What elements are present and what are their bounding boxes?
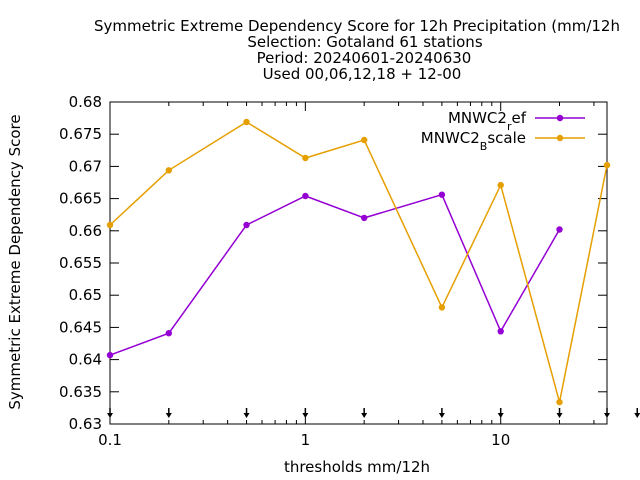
title-line-1: Symmetric Extreme Dependency Score for 1…: [94, 17, 620, 35]
y-tick-label: 0.645: [59, 318, 102, 336]
series-2-point: [361, 136, 368, 144]
series-1-point: [302, 192, 309, 200]
x-tick-label: 1: [301, 431, 311, 449]
series-2-point: [497, 181, 504, 189]
series-1: [106, 191, 563, 359]
arrow-marker-head: [361, 413, 368, 418]
y-tick-label: 0.675: [59, 125, 102, 143]
series-1-point: [165, 330, 172, 337]
threshold-arrow-markers: [107, 408, 640, 418]
series-1-line: [109, 193, 561, 356]
series-1-point: [497, 328, 504, 335]
series-2-point: [438, 304, 446, 311]
arrow-marker-head: [165, 413, 172, 418]
arrow-marker-head: [497, 413, 504, 418]
series-2-point: [302, 154, 309, 162]
series-2-point: [603, 161, 611, 169]
series-2-point: [556, 398, 563, 406]
chart-title: Symmetric Extreme Dependency Score for 1…: [94, 17, 620, 83]
series-2: [106, 118, 611, 406]
legend-label-1: MNWC2ref: [448, 109, 527, 133]
y-tick-label: 0.665: [59, 190, 102, 208]
y-tick-label: 0.635: [59, 383, 102, 401]
y-tick-label: 0.67: [69, 157, 102, 175]
x-tick-label: 0.1: [98, 431, 122, 449]
y-tick-label: 0.64: [69, 351, 102, 369]
series-1-point: [556, 226, 563, 233]
legend-marker-2: [556, 134, 564, 142]
series-1-point: [243, 221, 250, 229]
arrow-marker-head: [634, 413, 640, 418]
y-tick-label: 0.66: [69, 222, 102, 240]
x-axis-ticks: 0.1 1 10: [98, 102, 595, 449]
arrow-marker-head: [243, 413, 250, 418]
title-line-4: Used 00,06,12,18 + 12-00: [263, 65, 462, 83]
series-2-point: [243, 118, 250, 126]
series-2-point: [165, 167, 172, 174]
y-tick-label: 0.63: [69, 415, 102, 433]
arrow-marker-head: [107, 413, 113, 418]
series-1-point: [361, 214, 368, 222]
plot-border: [109, 101, 608, 425]
x-axis-label: thresholds mm/12h: [284, 458, 430, 476]
arrow-marker-head: [438, 413, 445, 418]
arrow-marker-head: [604, 413, 610, 418]
arrow-marker-head: [556, 413, 563, 418]
series-2-point: [106, 221, 114, 229]
arrow-marker-head: [302, 413, 309, 418]
y-tick-label: 0.655: [59, 254, 102, 272]
series-2-line: [109, 121, 608, 403]
y-tick-label: 0.65: [69, 286, 102, 304]
y-axis-ticks: 0.63 0.635 0.64 0.645 0.65 0.655 0.66 0.665 0.67…: [59, 93, 607, 433]
y-axis-label: Symmetric Extreme Dependency Score: [6, 114, 24, 409]
title-line-2: Selection: Gotaland 61 stations: [247, 33, 482, 51]
legend-marker-1: [556, 114, 564, 122]
legend-label-2: MNWC2Bscale: [421, 129, 526, 153]
y-tick-label: 0.68: [69, 93, 102, 111]
title-line-3: Period: 20240601-20240630: [257, 49, 472, 67]
x-tick-label: 10: [491, 431, 510, 449]
y-axis-label-group: Symmetric Extreme Dependency Score: [6, 114, 24, 409]
series-1-point: [106, 351, 114, 359]
series-group: [106, 118, 611, 406]
plot-frame: [109, 101, 608, 425]
series-1-point: [438, 191, 446, 198]
